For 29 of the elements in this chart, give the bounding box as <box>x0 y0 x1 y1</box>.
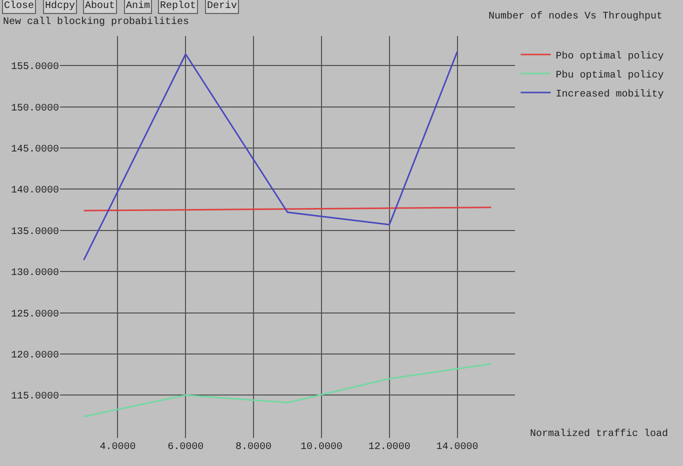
y-tick-label: 150.0000 <box>10 103 59 114</box>
text: Close <box>4 0 34 12</box>
text: Number of nodes Vs Throughput <box>488 10 663 23</box>
legend-label: Pbu optimal policy <box>556 69 664 82</box>
x-tick-label: 10.0000 <box>300 442 342 453</box>
y-tick-label: 135.0000 <box>10 226 59 238</box>
line-series <box>83 50 458 261</box>
text: About <box>85 0 116 12</box>
y-tick-label: 140.0000 <box>10 186 59 197</box>
y-tick-label: 155.0000 <box>10 62 59 74</box>
text: Hdcpy <box>45 0 76 12</box>
text: Anim <box>126 0 150 12</box>
x-tick-label: 8.0000 <box>236 442 272 453</box>
x-tick-label: 12.0000 <box>368 442 410 453</box>
y-tick-label: 145.0000 <box>10 144 59 156</box>
y-tick-label: 115.0000 <box>10 392 59 403</box>
text: Deriv <box>207 0 238 12</box>
y-tick-label: 120.0000 <box>10 350 59 362</box>
y-tick-label: 130.0000 <box>10 268 59 280</box>
x-axis-title: Normalized traffic load <box>530 428 668 440</box>
y-axis-title: New call blocking probabilities <box>3 16 190 28</box>
x-tick-label: 4.0000 <box>100 442 136 453</box>
line-series <box>83 363 492 418</box>
legend-label: Increased mobility <box>556 88 664 100</box>
x-tick-label: 14.0000 <box>436 442 478 453</box>
text: Replot <box>160 0 196 12</box>
legend-label: Pbo optimal policy <box>556 50 664 62</box>
x-tick-label: 6.0000 <box>168 442 204 453</box>
y-tick-label: 125.0000 <box>10 309 59 320</box>
